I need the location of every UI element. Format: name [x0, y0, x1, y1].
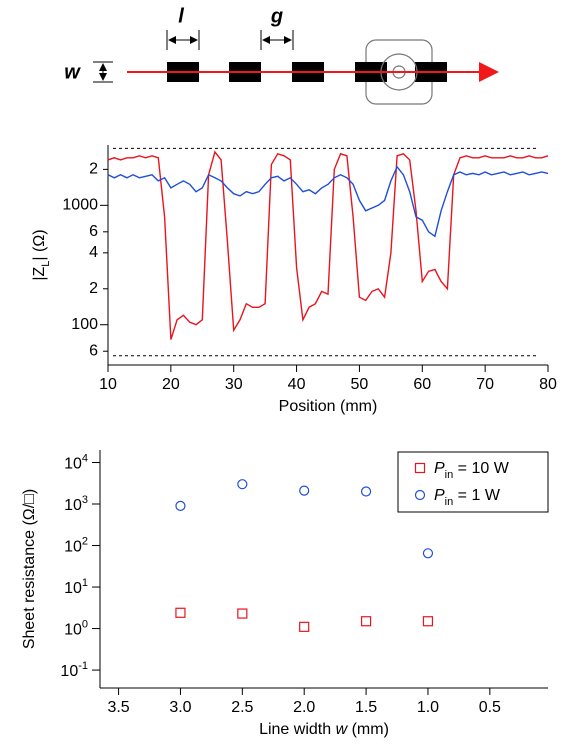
y-tick-label: 10-1: [60, 660, 88, 680]
y-tick-label: 2: [89, 161, 98, 178]
data-point: [237, 479, 248, 490]
x-tick-label: 3.5: [107, 699, 129, 716]
y-tick-label-part: 10: [64, 622, 82, 639]
data-point: [175, 500, 186, 512]
y-tick-label: 6: [89, 342, 98, 359]
legend-label: Pin = 1 W: [434, 487, 501, 508]
y-tick-label-part: 10: [64, 539, 82, 556]
y-axis-label-part: L: [40, 261, 52, 267]
x-tick-label: 2.0: [293, 699, 315, 716]
y-tick-label: 100: [71, 316, 98, 333]
y-tick-label-part: 2: [82, 535, 88, 547]
y-tick-label-part: 0: [82, 618, 88, 630]
x-axis-label-part: Line width: [259, 721, 336, 738]
y-tick-label-part: -1: [78, 660, 88, 672]
x-axis-label-part: (mm): [347, 721, 389, 738]
x-tick-label: 40: [288, 376, 306, 393]
y-tick-label: 1000: [62, 197, 98, 214]
legend-label-part: = 10 W: [453, 460, 509, 477]
schematic: l g w: [64, 5, 499, 105]
data-point: [422, 548, 434, 559]
y-axis-label: Sheet resistance (Ω/□): [21, 489, 38, 649]
y-tick-label-part: 1: [82, 577, 88, 589]
y-tick-label-part: 10: [64, 456, 82, 473]
data-point: [360, 616, 372, 627]
y-axis-label: |ZL| (Ω): [31, 229, 52, 280]
data-point: [175, 607, 186, 618]
y-tick-label: 103: [64, 494, 88, 514]
legend-label-part: P: [434, 487, 445, 504]
y-axis-label-part: |Z: [31, 266, 48, 280]
y-tick-label-part: 4: [82, 452, 88, 464]
data-point: [299, 485, 310, 496]
x-tick-label: 1.5: [355, 699, 377, 716]
legend-label-part: in: [445, 496, 454, 508]
series-line: [107, 150, 549, 340]
y-tick-label-part: 10: [64, 580, 82, 597]
length-label: l: [178, 5, 184, 27]
y-tick-label-part: 10: [64, 497, 82, 514]
series-line: [107, 165, 549, 238]
x-axis-label-part: w: [336, 721, 349, 738]
data-point: [422, 616, 434, 627]
width-label: w: [64, 61, 81, 83]
x-tick-label: 50: [351, 376, 369, 393]
legend-label: Pin = 10 W: [434, 460, 510, 481]
legend-marker: [414, 462, 426, 474]
legend-label-part: in: [445, 469, 454, 481]
x-tick-label: 0.5: [479, 699, 501, 716]
gap-label: g: [270, 5, 283, 27]
y-tick-label: 100: [64, 618, 88, 638]
legend-label-part: = 1 W: [453, 487, 501, 504]
data-point: [237, 608, 248, 619]
x-tick-label: 60: [413, 376, 431, 393]
y-axis-label-part: | (Ω): [31, 229, 48, 260]
y-tick-label: 104: [64, 452, 88, 472]
x-tick-label: 3.0: [169, 699, 191, 716]
x-axis-label: Line width w (mm): [259, 721, 389, 738]
x-tick-label: 80: [539, 376, 557, 393]
y-tick-label: 102: [64, 535, 88, 555]
legend-box: [397, 451, 549, 513]
y-tick-label: 6: [89, 223, 98, 240]
legend-label-part: P: [434, 460, 445, 477]
y-tick-label: 101: [64, 577, 88, 597]
data-point: [360, 486, 372, 497]
y-tick-label-part: 3: [82, 494, 88, 506]
data-point: [299, 621, 310, 632]
x-tick-label: 1.0: [417, 699, 439, 716]
x-axis-label: Position (mm): [279, 398, 378, 415]
x-tick-label: 20: [162, 376, 180, 393]
x-tick-label: 10: [99, 376, 117, 393]
x-tick-label: 2.5: [231, 699, 253, 716]
x-tick-label: 30: [225, 376, 243, 393]
x-tick-label: 70: [476, 376, 494, 393]
y-tick-label-part: 10: [60, 663, 78, 680]
y-tick-label: 4: [89, 244, 98, 261]
legend-marker: [414, 489, 426, 501]
y-tick-label: 2: [89, 280, 98, 297]
